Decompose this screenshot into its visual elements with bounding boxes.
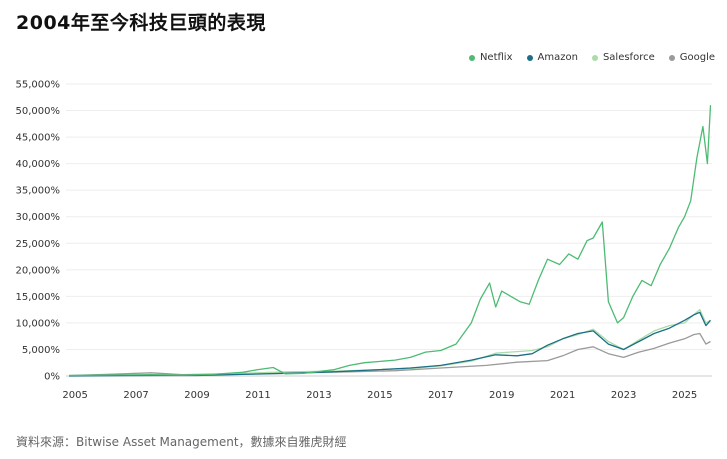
x-tick-label: 2011 (245, 390, 270, 401)
legend-item-amazon: Amazon (526, 52, 578, 63)
y-tick-label: 0% (44, 372, 60, 383)
y-tick-label: 30,000% (16, 212, 61, 223)
y-tick-label: 40,000% (16, 159, 61, 170)
legend-marker-amazon (526, 54, 533, 61)
legend-label-salesforce: Salesforce (602, 52, 655, 63)
x-tick-label: 2013 (306, 390, 331, 401)
y-tick-label: 45,000% (16, 133, 61, 144)
chart-legend: Netflix Amazon Salesforce Google (468, 52, 715, 63)
source-note: 資料來源：Bitwise Asset Management，數據來自雅虎財經 (16, 435, 347, 449)
legend-item-google: Google (668, 52, 715, 63)
y-tick-label: 10,000% (16, 318, 61, 329)
x-tick-label: 2007 (123, 390, 148, 401)
y-tick-label: 50,000% (16, 106, 61, 117)
y-tick-label: 25,000% (16, 239, 61, 250)
legend-marker-salesforce (591, 54, 598, 61)
chart-title: 2004年至今科技巨頭的表現 (16, 12, 266, 34)
x-tick-label: 2015 (367, 390, 392, 401)
legend-label-google: Google (679, 52, 715, 63)
series-line-salesforce (68, 308, 711, 377)
y-tick-label: 35,000% (16, 186, 61, 197)
x-tick-label: 2019 (489, 390, 514, 401)
x-tick-label: 2023 (611, 390, 636, 401)
y-tick-label: 55,000% (16, 80, 61, 91)
x-tick-label: 2021 (550, 390, 575, 401)
x-tick-label: 2009 (184, 390, 209, 401)
legend-label-amazon: Amazon (537, 52, 578, 63)
legend-marker-netflix (468, 54, 475, 61)
series-line-amazon (68, 311, 711, 377)
legend-item-salesforce: Salesforce (591, 52, 655, 63)
y-tick-label: 15,000% (16, 292, 61, 303)
y-tick-label: 5,000% (22, 345, 60, 356)
legend-marker-google (668, 54, 675, 61)
series-line-netflix (68, 105, 712, 377)
legend-item-netflix: Netflix (468, 52, 513, 63)
y-tick-label: 20,000% (16, 265, 61, 276)
x-tick-label: 2005 (62, 390, 87, 401)
x-tick-label: 2017 (428, 390, 453, 401)
legend-label-netflix: Netflix (479, 52, 513, 63)
x-tick-label: 2025 (672, 390, 697, 401)
